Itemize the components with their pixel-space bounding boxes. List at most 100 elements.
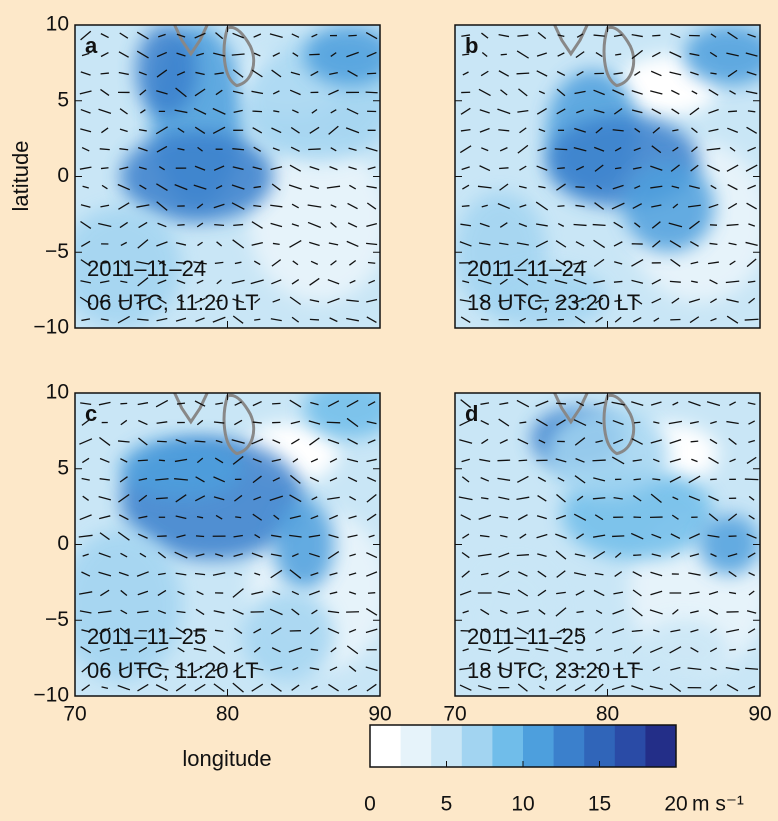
wind-vector [478, 514, 492, 520]
wind-vector [744, 478, 759, 481]
wind-vector [330, 52, 337, 57]
wind-vector [367, 439, 376, 444]
wind-vector [516, 72, 530, 75]
wind-vector [365, 608, 378, 616]
wind-vector [574, 684, 586, 692]
wind-vector [707, 164, 720, 172]
wind-vector [365, 628, 378, 634]
wind-vector [671, 89, 680, 96]
wind-vector [289, 534, 302, 538]
coastline [222, 393, 256, 456]
wind-vector [538, 685, 545, 690]
wind-vector [367, 401, 376, 407]
wind-vector [347, 70, 358, 77]
wind-vector [593, 477, 606, 482]
wind-vector [157, 259, 167, 266]
wind-vector [81, 664, 90, 673]
wind-vector [728, 110, 738, 113]
wind-vector [329, 458, 338, 463]
wind-vector [650, 439, 662, 444]
wind-vector [462, 53, 470, 56]
wind-vector [670, 629, 681, 633]
wind-vector [593, 589, 605, 597]
wind-vector [215, 439, 223, 444]
wind-vector [498, 496, 510, 501]
wind-vector [632, 645, 642, 654]
wind-vector [327, 496, 340, 500]
wind-vector [611, 202, 625, 210]
wind-vector [81, 457, 90, 464]
wind-vector [650, 571, 663, 577]
wind-vector [517, 438, 529, 445]
wind-vector [311, 108, 318, 114]
wind-vector [327, 279, 340, 285]
wind-vector [631, 629, 643, 632]
wind-vector [136, 31, 149, 40]
field-light [249, 141, 380, 302]
wind-vector [462, 184, 470, 190]
wind-vector [459, 667, 473, 671]
wind-vector [119, 32, 129, 39]
wind-vector [272, 52, 281, 57]
wind-vector [573, 297, 587, 304]
wind-vector [251, 683, 264, 692]
wind-vector [632, 459, 642, 462]
wind-vector [480, 608, 490, 616]
wind-vector [612, 628, 625, 634]
wind-vector [213, 665, 226, 672]
wind-vector [518, 185, 527, 189]
wind-vector [710, 420, 717, 425]
wind-vector [100, 318, 109, 321]
wind-vector [100, 280, 110, 284]
wind-vector [498, 552, 510, 558]
coastline [172, 393, 209, 425]
wind-vector [594, 572, 604, 576]
wind-vector [459, 299, 472, 303]
wind-vector [651, 221, 661, 229]
wind-vector [288, 184, 302, 190]
wind-vector [310, 458, 319, 463]
wind-vector [519, 298, 526, 304]
wind-vector [232, 608, 244, 615]
wind-vector [480, 572, 489, 576]
wind-vector [100, 88, 110, 96]
wind-vector [136, 50, 149, 59]
wind-vector [231, 279, 245, 284]
wind-vector [138, 494, 148, 502]
wind-vector [98, 496, 112, 501]
wind-vector [177, 590, 185, 596]
wind-vector [328, 89, 339, 96]
wind-vector [98, 571, 112, 577]
wind-vector [669, 458, 681, 463]
wind-vector [232, 69, 244, 78]
colorbar-tick-label: 5 [441, 793, 453, 816]
wind-vector [137, 239, 149, 249]
wind-vector [158, 572, 166, 576]
wind-vector [536, 318, 548, 321]
wind-vector [326, 185, 341, 189]
wind-vector [631, 607, 643, 617]
wind-vector [194, 495, 206, 502]
wind-vector [120, 419, 128, 426]
wind-vector [710, 317, 717, 322]
wind-vector [535, 201, 549, 211]
wind-vector [155, 684, 169, 692]
wind-vector [729, 90, 736, 95]
wind-vector [631, 401, 644, 407]
wind-speed-patch [75, 529, 182, 681]
wind-vector [80, 128, 92, 133]
wind-vector [117, 531, 130, 541]
wind-vector [613, 72, 623, 75]
wind-vector [118, 299, 130, 302]
wind-vector [748, 590, 755, 596]
wind-vector [137, 277, 149, 287]
wind-vector [516, 554, 529, 557]
wind-vector [517, 683, 528, 692]
wind-vector [613, 280, 623, 283]
wind-vector [177, 127, 185, 133]
wind-vector [157, 279, 167, 285]
colorbar-swatch [370, 725, 402, 767]
wind-vector [118, 202, 130, 210]
wind-vector [691, 90, 698, 95]
wind-vector [612, 129, 624, 132]
